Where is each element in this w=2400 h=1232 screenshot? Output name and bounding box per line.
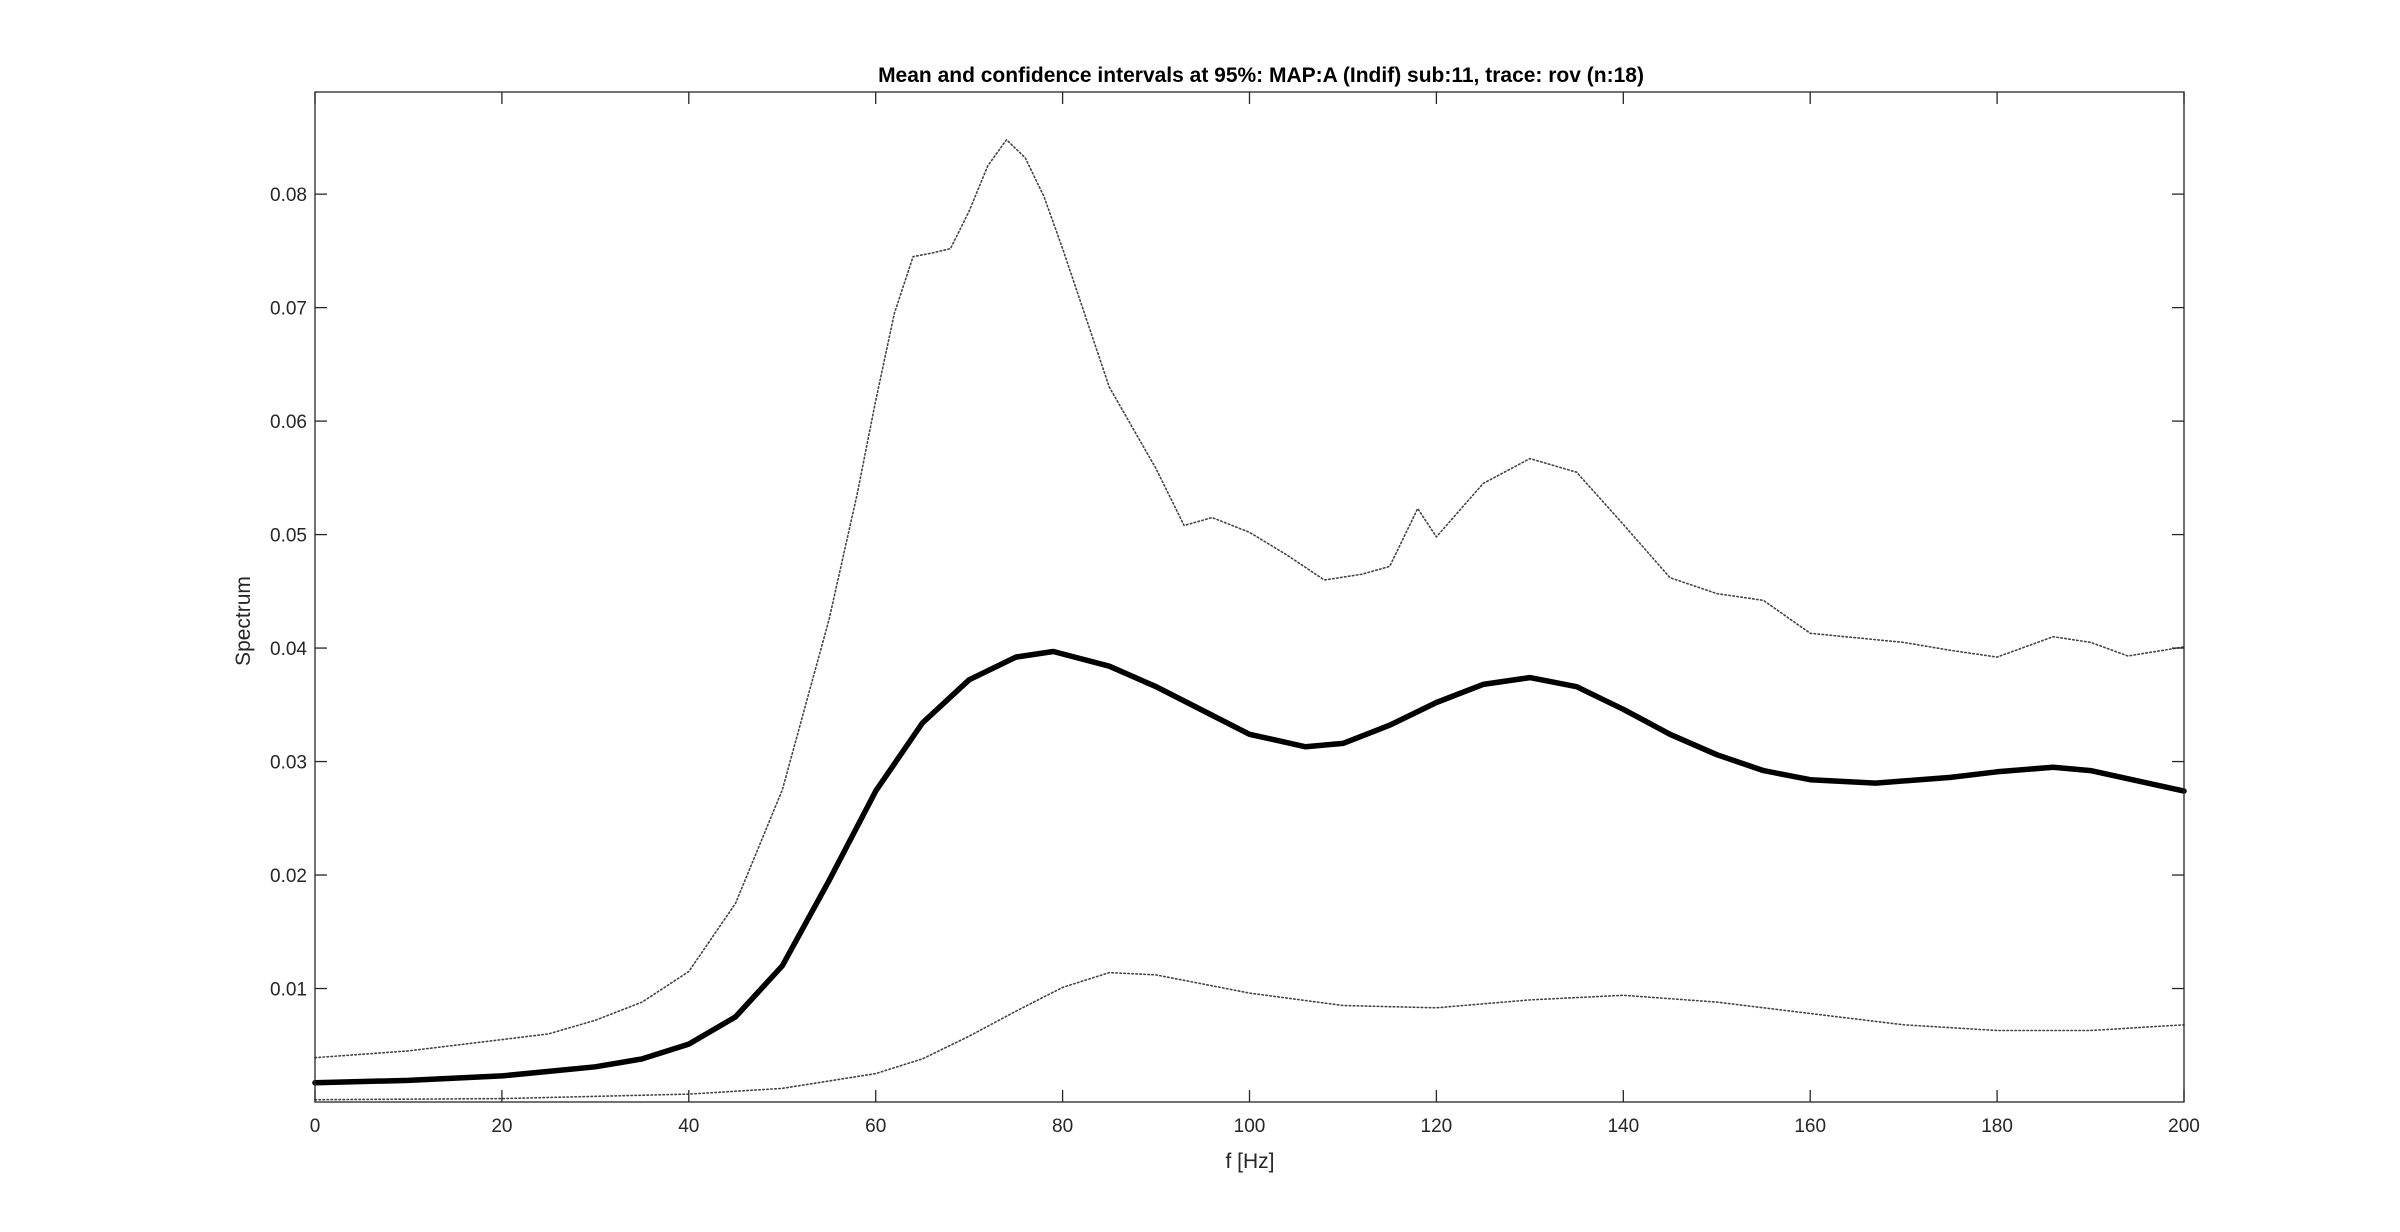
- x-tick-label: 140: [1607, 1116, 1639, 1137]
- y-tick-label: 0.07: [270, 299, 307, 320]
- series-line-2: [314, 138, 2185, 1059]
- x-axis-label: f [Hz]: [1225, 1150, 1274, 1173]
- x-tick-label: 120: [1421, 1116, 1453, 1137]
- y-tick-label: 0.06: [270, 412, 307, 433]
- y-tick-label: 0.02: [270, 866, 307, 887]
- x-tick-label: 40: [678, 1116, 699, 1137]
- y-tick-label: 0.03: [270, 753, 307, 774]
- x-tick-label: 200: [2168, 1116, 2200, 1137]
- y-tick-label: 0.04: [270, 639, 307, 660]
- y-tick-label: 0.05: [270, 526, 307, 547]
- x-tick-label: 180: [1981, 1116, 2013, 1137]
- y-axis-label: Spectrum: [232, 576, 255, 666]
- x-tick-label: 100: [1234, 1116, 1266, 1137]
- x-tick-label: 160: [1794, 1116, 1826, 1137]
- x-tick-label: 0: [310, 1116, 321, 1137]
- x-tick-label: 80: [1052, 1116, 1073, 1137]
- chart-title: Mean and confidence intervals at 95%: MA…: [878, 64, 1644, 87]
- x-tick-label: 60: [865, 1116, 886, 1137]
- series-line-3: [314, 971, 2185, 1101]
- y-tick-label: 0.08: [270, 185, 307, 206]
- x-tick-label: 20: [491, 1116, 512, 1137]
- plot-area: 0 20 40 60 80 100 120 140 160 180 200 0.01 0.02 0.03 0…: [270, 91, 2200, 1137]
- y-tick-label: 0.01: [270, 980, 307, 1001]
- series-line-1: [312, 648, 2187, 1086]
